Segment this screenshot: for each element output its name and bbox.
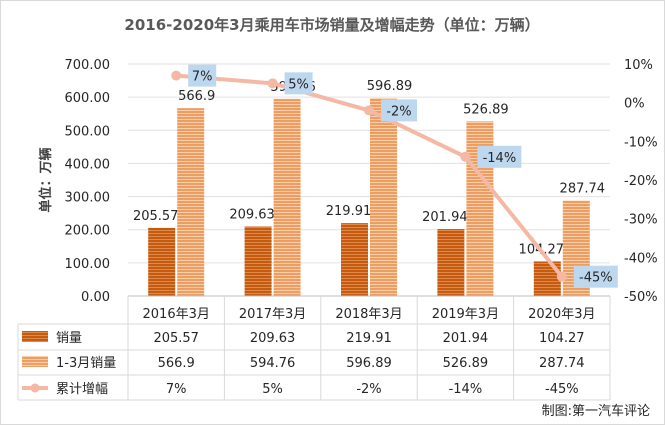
growth-data-label: -2% xyxy=(386,104,411,119)
y2-tick-label: -10% xyxy=(624,135,658,150)
y-tick-label: 700.00 xyxy=(65,58,111,73)
bar-data-label: 205.57 xyxy=(133,209,179,224)
bar-data-label: 526.89 xyxy=(463,102,509,117)
table-cell: 526.89 xyxy=(443,356,489,371)
bar-data-label: 209.63 xyxy=(229,208,275,223)
table-cell: 201.94 xyxy=(443,331,489,346)
growth-label-box xyxy=(573,265,618,288)
y-axis-label: 单位：万辆 xyxy=(38,147,54,212)
y2-tick-label: -50% xyxy=(624,290,658,305)
y-tick-label: 100.00 xyxy=(65,257,111,272)
x-tick-label: 2020年3月 xyxy=(528,307,595,322)
table-cell: 566.9 xyxy=(158,356,195,371)
bar-sales xyxy=(437,229,465,296)
legend-label: 累计增幅 xyxy=(56,382,108,397)
y2-tick-label: 0% xyxy=(624,97,645,112)
bar-sales xyxy=(533,261,561,296)
table-cell: -45% xyxy=(545,382,579,397)
bar-cumulative xyxy=(370,98,397,296)
bar-sales xyxy=(341,223,368,296)
table-cell: -14% xyxy=(449,382,483,397)
x-tick-label: 2016年3月 xyxy=(143,307,210,322)
growth-data-label: 7% xyxy=(192,70,213,85)
growth-label-box xyxy=(188,64,217,87)
bar-data-label: 287.74 xyxy=(560,182,606,197)
legend-marker xyxy=(30,383,40,393)
table-cell: 7% xyxy=(166,382,187,397)
y-tick-label: 200.00 xyxy=(65,224,111,239)
y2-tick-label: -20% xyxy=(624,174,658,189)
y-tick-label: 600.00 xyxy=(65,91,111,106)
y2-tick-label: 10% xyxy=(624,58,653,73)
bar-cumulative xyxy=(273,98,301,296)
growth-point xyxy=(460,151,471,162)
bar-data-label: 596.89 xyxy=(367,79,413,94)
growth-data-label: -14% xyxy=(483,151,517,166)
table-cell: 219.91 xyxy=(346,331,392,346)
x-tick-label: 2018年3月 xyxy=(335,307,402,322)
table-cell: 287.74 xyxy=(539,356,585,371)
table-cell: 5% xyxy=(262,382,283,397)
growth-label-box xyxy=(284,72,313,95)
growth-point xyxy=(364,105,374,116)
growth-label-box xyxy=(381,99,417,122)
growth-point xyxy=(556,271,567,282)
legend-label: 销量 xyxy=(56,331,82,346)
bar-data-label: 566.9 xyxy=(178,89,215,104)
legend-swatch xyxy=(22,331,48,342)
bar-sales xyxy=(244,226,272,296)
y-tick-label: 400.00 xyxy=(65,157,111,172)
y2-tick-label: -30% xyxy=(624,213,658,228)
growth-point xyxy=(171,70,182,81)
chart-title: 2016-2020年3月乘用车市场销量及增幅走势（单位：万辆） xyxy=(124,16,539,34)
growth-point xyxy=(267,78,278,89)
y-tick-label: 0.00 xyxy=(81,290,110,305)
legend-label: 1-3月销量 xyxy=(56,356,116,371)
y-tick-label: 500.00 xyxy=(65,124,111,139)
bar-data-label: 219.91 xyxy=(326,204,372,219)
y2-tick-label: -40% xyxy=(624,251,658,266)
bar-cumulative xyxy=(177,108,205,296)
growth-data-label: -45% xyxy=(579,271,613,286)
table-cell: -2% xyxy=(356,382,381,397)
bar-sales xyxy=(148,227,176,296)
table-cell: 209.63 xyxy=(250,331,296,346)
growth-data-label: 5% xyxy=(288,77,309,92)
credit-text: 制图:第一汽车评论 xyxy=(542,403,650,419)
bar-data-label: 201.94 xyxy=(422,210,468,225)
table-cell: 596.89 xyxy=(346,356,392,371)
legend-swatch xyxy=(22,356,48,367)
table-cell: 594.76 xyxy=(250,356,296,371)
table-cell: 205.57 xyxy=(153,331,199,346)
table-cell: 104.27 xyxy=(539,331,585,346)
x-tick-label: 2019年3月 xyxy=(432,307,499,322)
y-tick-label: 300.00 xyxy=(65,191,111,206)
x-tick-label: 2017年3月 xyxy=(239,307,306,322)
growth-label-box xyxy=(477,145,522,168)
